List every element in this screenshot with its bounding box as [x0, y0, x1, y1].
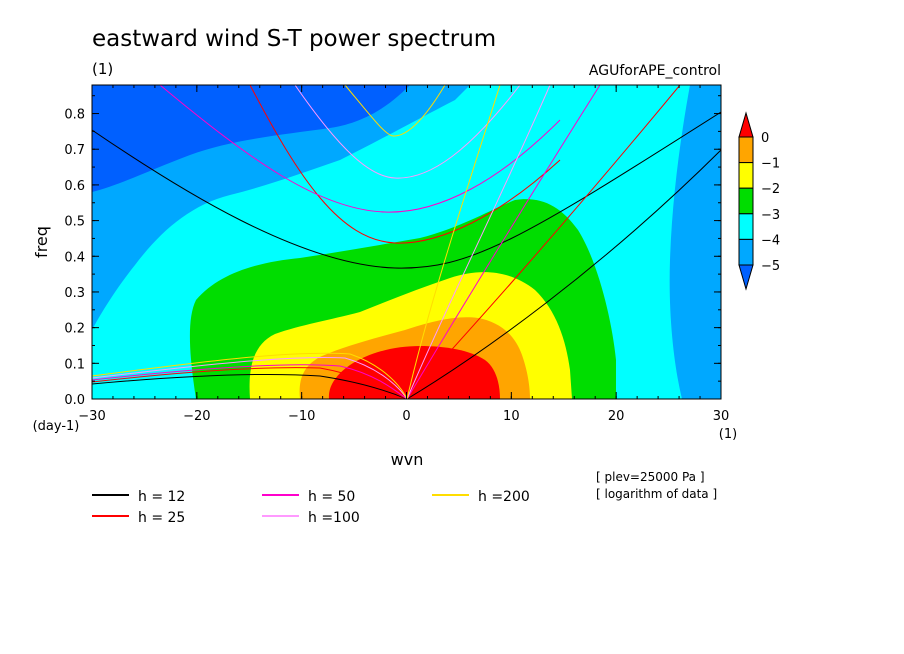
x-tick-label: −30: [78, 409, 105, 424]
colorbar-label: 0: [761, 131, 769, 146]
y-axis-label: freq: [32, 226, 51, 258]
x-tick-label: 10: [503, 409, 520, 424]
curve-h50-kelvin: [406, 85, 601, 399]
x-axis-label: wvn: [391, 450, 424, 469]
chart-title: eastward wind S-T power spectrum: [92, 26, 496, 52]
curve-h100-ig: [294, 85, 521, 179]
curve-h200-kelvin: [406, 85, 501, 399]
curve-h50-low: [92, 364, 408, 399]
curve-h12-rossby: [92, 111, 721, 269]
x-tick-label: −20: [183, 409, 210, 424]
colorbar-label: −2: [761, 182, 780, 197]
colorbar-label: −4: [761, 233, 780, 248]
legend-label: h = 50: [308, 489, 355, 505]
level-below-minus5: [92, 85, 410, 192]
x-tick-label: 20: [608, 409, 625, 424]
colorbar-label: −1: [761, 157, 780, 172]
y-tick-label: 0.8: [64, 108, 85, 123]
colorbar-segment: [738, 213, 754, 240]
colorbar-label: −5: [761, 259, 780, 274]
dispersion-curves: [92, 85, 721, 399]
note-plev: [ plev=25000 Pa ]: [596, 470, 705, 484]
y-unit-label: (day-1): [33, 419, 80, 434]
x-unit-label: (1): [719, 427, 737, 442]
y-axis: 0.0 0.1 0.2 0.3 0.4 0.5 0.6 0.7 0.8: [64, 95, 721, 408]
curve-h200-low: [92, 352, 408, 399]
curve-h25-rossby: [92, 367, 408, 399]
note-log: [ logarithm of data ]: [596, 487, 717, 501]
x-axis: −30 −20 −10 0 10 20 30: [78, 85, 729, 424]
colorbar-label: −3: [761, 208, 780, 223]
legend: h = 12 h = 25 h = 50 h =100 h =200: [92, 489, 530, 526]
chart-subtitle-right: AGUforAPE_control: [589, 63, 721, 79]
curve-h25-kelvin: [406, 85, 681, 399]
curve-h100-low: [92, 356, 408, 399]
chart-subtitle-left: (1): [92, 60, 113, 78]
x-tick-label: −10: [288, 409, 315, 424]
colorbar: 0 −1 −2 −3 −4 −5: [738, 111, 780, 291]
colorbar-under-triangle: [738, 264, 754, 291]
legend-label: h =100: [308, 510, 360, 526]
y-tick-label: 0.7: [64, 143, 85, 158]
curve-h12-kelvin: [406, 149, 721, 399]
x-tick-label: 0: [402, 409, 410, 424]
curve-h200-ig: [344, 85, 446, 137]
curve-h100-kelvin: [406, 85, 551, 399]
y-tick-label: 0.1: [64, 357, 85, 372]
colorbar-segment: [738, 238, 754, 266]
y-tick-label: 0.5: [64, 215, 85, 230]
legend-label: h = 25: [138, 510, 185, 526]
curve-h25-ig: [249, 85, 561, 244]
contour-field: [92, 85, 721, 399]
colorbar-segment: [738, 162, 754, 189]
y-tick-label: 0.0: [64, 393, 85, 408]
colorbar-segment: [738, 187, 754, 215]
y-tick-label: 0.6: [64, 179, 85, 194]
legend-label: h = 12: [138, 489, 185, 505]
colorbar-over-triangle: [738, 111, 754, 138]
colorbar-segment: [738, 136, 754, 164]
x-tick-label: 30: [713, 409, 730, 424]
level-above-0: [328, 346, 500, 399]
curve-h50-ig: [159, 85, 561, 213]
y-tick-label: 0.4: [64, 250, 85, 265]
curve-h12-low: [92, 373, 408, 399]
y-tick-label: 0.2: [64, 322, 85, 337]
legend-label: h =200: [478, 489, 530, 505]
y-tick-label: 0.3: [64, 286, 85, 301]
